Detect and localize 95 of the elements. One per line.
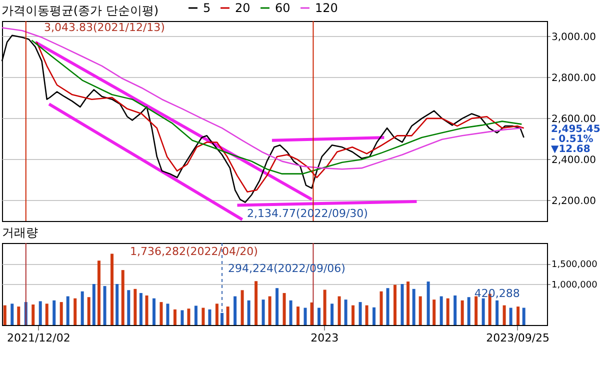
bar [110,254,114,325]
bar [234,296,237,325]
bar [432,300,436,325]
legend-label: 5 [203,1,211,15]
legend-label: 120 [315,1,338,15]
bar [254,281,258,325]
bar [426,282,430,325]
bar [180,310,184,325]
bar [467,297,470,325]
bar [121,270,124,325]
x-tick-label: 2023 [310,332,339,344]
y-tick-label: 1,000,000 [552,280,598,290]
bar [166,304,170,325]
bar [482,298,485,325]
y-tick-label: 2,400.00 [552,154,596,166]
bar [418,296,422,325]
bar [394,284,397,325]
bar [386,288,390,325]
annotation: 3,043.83(2021/12/13) [44,21,165,34]
bar [268,296,272,325]
bar [160,302,163,325]
y-tick-label: 2,200.00 [552,196,596,207]
annotation: 420,288 [474,286,520,300]
legend-label: 60 [275,1,290,15]
bar [80,291,84,325]
bar [276,288,279,325]
bar [215,304,218,325]
bar [522,308,526,325]
bar [318,308,321,325]
y-tick-label: 2,600.00 [552,114,596,125]
bar [338,296,341,325]
text: 2,495.45 [551,124,600,135]
bar [202,308,205,325]
bar [344,300,348,325]
bar [446,298,450,325]
bar [173,309,176,325]
bar [330,304,334,325]
bar [145,295,148,325]
bar [380,291,383,325]
text: ▼12.68 [551,144,590,155]
bar [52,300,56,325]
bar [262,300,265,325]
annotation: 1,736,282(2022/04/20) [130,245,258,258]
bar [352,305,355,325]
bar [296,306,300,325]
bar [187,308,190,325]
bar [289,300,292,325]
bar [454,295,457,325]
chart-title: 거래량 [2,226,38,240]
bar [208,309,212,325]
bar [194,306,198,325]
bar [460,300,464,325]
bar [92,284,96,325]
bar [282,293,286,325]
legend-label: 20 [235,1,250,15]
x-tick-label: 2023/09/25 [486,332,550,344]
bar [502,305,506,325]
bar [66,296,70,325]
bar [412,288,416,325]
bar [440,296,443,325]
bar [152,298,156,325]
bar [358,302,362,325]
bar [134,288,137,325]
bar [45,304,48,325]
bar [97,260,100,325]
bar [400,284,404,325]
x-tick-label: 2021/12/02 [6,332,70,344]
bar [10,304,14,325]
bar [38,301,42,325]
text: - 0.51% [551,134,594,145]
bar [32,304,35,325]
y-tick-label: 2,800.00 [552,72,596,84]
bar [516,306,520,325]
bar [509,308,512,325]
bar [60,302,63,325]
bar [226,306,230,325]
bar [496,300,499,325]
y-tick-label: 1,500,000 [552,260,598,270]
bar [247,300,250,325]
bar [17,306,20,325]
bar [406,282,410,325]
bar [116,284,119,325]
bar [3,305,6,325]
bar [304,308,307,325]
bar [87,297,90,325]
bar [127,290,130,325]
bar [103,286,106,325]
y-tick-label: 3,000.00 [552,32,596,43]
bar [74,298,77,325]
bar [323,290,326,325]
bar [240,290,244,325]
bar [139,293,142,325]
bar [372,307,376,325]
chart-title: 가격이동평균(종가 단순이평) [1,4,159,18]
bar [365,305,368,325]
